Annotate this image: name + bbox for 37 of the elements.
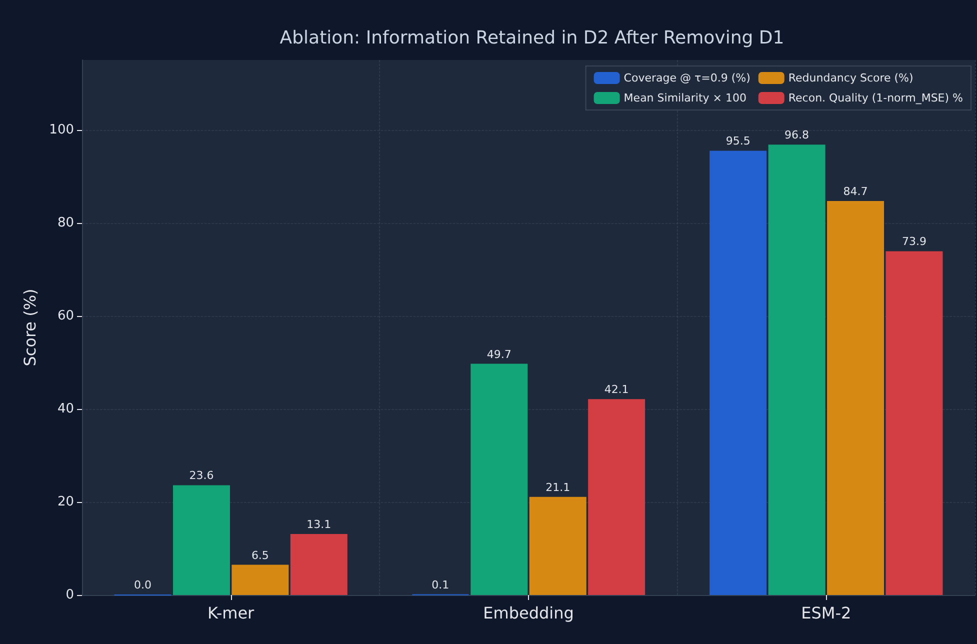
legend-label: Redundancy Score (%) [788,72,914,84]
bar [588,399,646,595]
x-tick-label: ESM-2 [801,604,852,622]
x-tick-label: Embedding [483,604,574,622]
data-label: 95.5 [726,134,750,148]
chart-title: Ablation: Information Retained in D2 After Removing D1 [280,28,784,48]
y-tick-label: 80 [57,215,74,230]
bar [172,485,230,595]
y-tick-label: 40 [57,401,74,416]
data-label: 42.1 [604,383,629,396]
data-label: 96.8 [784,128,810,142]
y-tick-label: 100 [49,122,74,138]
data-label: 23.6 [189,469,214,482]
bar [768,144,826,595]
data-label: 0.1 [432,578,450,592]
x-tick-label: K-mer [208,604,255,622]
data-label: 13.1 [306,518,332,532]
bar [827,200,884,595]
bar [529,496,586,595]
bar [710,150,767,595]
legend-label: Coverage @ τ=0.9 (%) [624,72,750,84]
data-label: 73.9 [902,235,926,248]
legend-label: Recon. Quality (1-norm_MSE) % [788,92,964,104]
y-axis-title: Score (%) [20,288,40,366]
data-label: 6.5 [251,548,269,562]
bar [232,564,289,595]
data-label: 84.7 [843,184,868,198]
data-label: 49.7 [486,348,512,361]
bar [886,251,943,595]
bar [290,534,348,595]
data-label: 0.0 [134,578,152,592]
data-label: 21.1 [546,480,570,494]
legend-label: Mean Similarity × 100 [624,92,746,104]
y-tick-label: 60 [57,308,74,324]
bar [470,364,528,595]
y-tick-label: 20 [57,494,74,510]
y-tick-label: 0 [66,588,74,602]
